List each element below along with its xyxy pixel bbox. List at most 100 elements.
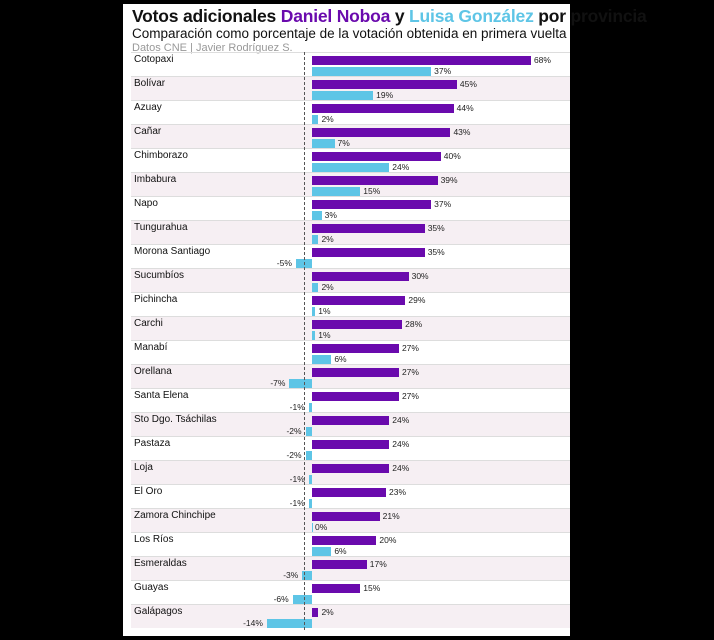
data-label: 37% [434, 199, 452, 209]
category-row: Manabí 27% 6% [131, 340, 570, 364]
category-label: El Oro [134, 486, 163, 497]
data-label: 68% [533, 55, 551, 65]
category-label: Los Ríos [134, 534, 174, 545]
category-label: Azuay [134, 102, 162, 113]
noboa-bar [312, 248, 425, 257]
data-label: -1% [289, 474, 305, 484]
gonzalez-bar [292, 595, 312, 604]
noboa-bar [312, 224, 425, 233]
gonzalez-bar [312, 187, 361, 196]
data-label: -2% [286, 426, 302, 436]
noboa-bar [312, 272, 409, 281]
data-label: 24% [392, 463, 410, 473]
category-label: Orellana [134, 366, 172, 377]
category-label: Napo [134, 198, 158, 209]
gonzalez-bar [312, 307, 316, 316]
data-label: 24% [392, 439, 410, 449]
gonzalez-bar [312, 67, 432, 76]
noboa-bar [312, 608, 319, 617]
noboa-bar [312, 128, 451, 137]
category-label: Pichincha [134, 294, 178, 305]
data-label: -2% [286, 450, 302, 460]
category-label: Esmeraldas [134, 558, 187, 569]
chart-subtitle: Comparación como porcentaje de la votaci… [132, 26, 567, 41]
data-label: 19% [376, 90, 394, 100]
data-label: 24% [392, 162, 410, 172]
noboa-bar [312, 296, 406, 305]
category-row: Zamora Chinchipe 21% 0% [131, 508, 570, 532]
gonzalez-bar [302, 571, 312, 580]
noboa-bar [312, 200, 432, 209]
noboa-bar [312, 560, 367, 569]
data-label: 35% [427, 247, 445, 257]
chart-source: Datos CNE | Javier Rodríguez S. [132, 42, 293, 54]
gonzalez-bar [266, 619, 312, 628]
noboa-bar [312, 440, 390, 449]
data-label: 1% [318, 330, 331, 340]
gonzalez-bar [312, 91, 374, 100]
data-label: 35% [427, 223, 445, 233]
data-label: 27% [401, 391, 419, 401]
data-label: 40% [443, 151, 461, 161]
gonzalez-bar [312, 211, 322, 220]
gonzalez-bar [308, 475, 312, 484]
data-label: -6% [273, 594, 289, 604]
gonzalez-bar [312, 547, 332, 556]
noboa-bar [312, 368, 399, 377]
data-label: 39% [440, 175, 458, 185]
category-row: Santa Elena 27% -1% [131, 388, 570, 412]
category-label: Guayas [134, 582, 169, 593]
category-label: Cotopaxi [134, 54, 174, 65]
category-row: Chimborazo 40% 24% [131, 148, 570, 172]
data-label: 0% [315, 522, 328, 532]
category-row: Napo 37% 3% [131, 196, 570, 220]
category-row: Carchi 28% 1% [131, 316, 570, 340]
category-row: Cañar 43% 7% [131, 124, 570, 148]
category-row: Tungurahua 35% 2% [131, 220, 570, 244]
noboa-bar [312, 56, 531, 65]
gonzalez-bar [312, 235, 319, 244]
gonzalez-bar [308, 499, 312, 508]
gonzalez-bar [289, 379, 312, 388]
category-label: Santa Elena [134, 390, 189, 401]
data-label: 28% [405, 319, 423, 329]
category-label: Cañar [134, 126, 162, 137]
data-label: 20% [379, 535, 397, 545]
data-label: 2% [321, 282, 334, 292]
category-row: Guayas 15% -6% [131, 580, 570, 604]
gonzalez-bar [312, 163, 390, 172]
category-row: Pichincha 29% 1% [131, 292, 570, 316]
data-label: 6% [334, 546, 347, 556]
noboa-bar [312, 152, 441, 161]
data-label: -7% [270, 378, 286, 388]
category-row: Pastaza 24% -2% [131, 436, 570, 460]
noboa-bar [312, 464, 390, 473]
data-label: 15% [363, 186, 381, 196]
category-row: El Oro 23% -1% [131, 484, 570, 508]
category-label: Carchi [134, 318, 163, 329]
category-label: Manabí [134, 342, 168, 353]
category-label: Pastaza [134, 438, 171, 449]
category-row: Cotopaxi 68% 37% [131, 52, 570, 76]
noboa-bar [312, 392, 399, 401]
category-row: Esmeraldas 17% -3% [131, 556, 570, 580]
category-label: Sto Dgo. Tsáchilas [134, 414, 217, 425]
category-label: Bolívar [134, 78, 166, 89]
category-row: Sto Dgo. Tsáchilas 24% -2% [131, 412, 570, 436]
gonzalez-bar [305, 451, 312, 460]
chart-panel: Votos adicionales Daniel Noboa y Luisa G… [123, 4, 647, 636]
noboa-bar [312, 176, 438, 185]
chart-title: Votos adicionales Daniel Noboa y Luisa G… [132, 6, 647, 26]
noboa-bar [312, 584, 361, 593]
data-label: 44% [456, 103, 474, 113]
gonzalez-bar [308, 403, 312, 412]
data-label: -3% [283, 570, 299, 580]
category-label: Chimborazo [134, 150, 188, 161]
category-row: Azuay 44% 2% [131, 100, 570, 124]
noboa-bar [312, 416, 390, 425]
data-label: -1% [289, 402, 305, 412]
category-label: Loja [134, 462, 153, 473]
category-label: Zamora Chinchipe [134, 510, 216, 521]
data-label: -14% [243, 618, 263, 628]
data-label: 30% [411, 271, 429, 281]
